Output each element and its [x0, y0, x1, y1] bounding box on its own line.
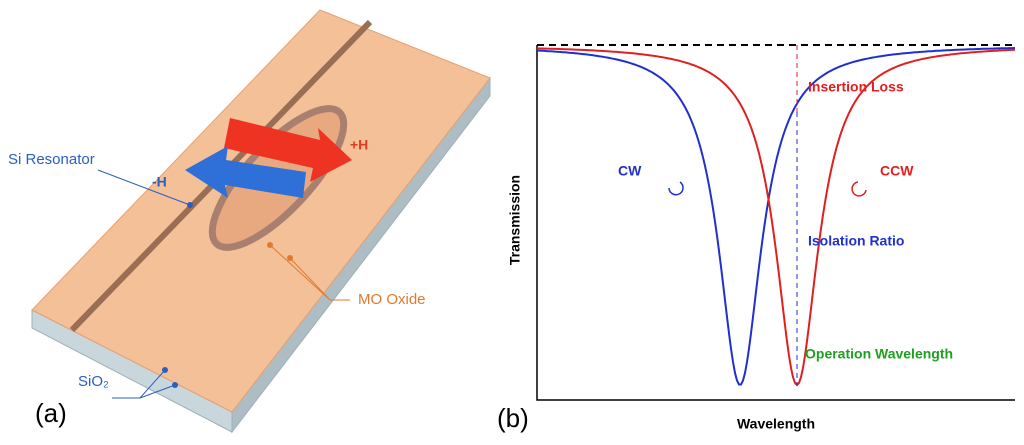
leader-line [139, 384, 176, 399]
x-axis-label: Wavelength [737, 416, 815, 432]
annotation: CW [618, 163, 642, 179]
axes [536, 45, 1015, 401]
annotation: CCW [880, 163, 914, 179]
leader-dot [287, 255, 293, 261]
ccw-curve [537, 47, 1016, 387]
annotation: Isolation Ratio [808, 233, 904, 249]
annotation: Operation Wavelength [805, 346, 953, 362]
leader-line [97, 169, 191, 206]
y-axis-label: Transmission [507, 175, 523, 265]
plus-h-arrow [224, 118, 352, 182]
device-diagram: Si Resonator -H +H MO Oxide SiO₂ (a) [8, 9, 491, 434]
annotation: Insertion Loss [808, 79, 904, 95]
minus-h-label: -H [152, 174, 167, 190]
ccw-icon [851, 181, 867, 197]
leader-dot [187, 202, 193, 208]
cw-curve [536, 47, 1016, 386]
sio2-label: SiO₂ [78, 373, 109, 390]
panel-label: (a) [35, 398, 67, 428]
leader-line [289, 257, 331, 301]
panel-label: (b) [497, 403, 529, 433]
si-resonator-label: Si Resonator [8, 151, 95, 168]
leader-dot [162, 367, 168, 373]
minus-h-arrow [185, 146, 306, 198]
transmission-plot: Insertion Loss CW CCW Isolation Ratio Op… [497, 44, 1016, 433]
plus-h-label: +H [350, 137, 368, 153]
leader-dot [267, 242, 273, 248]
cw-icon [668, 181, 684, 196]
leader-dot [172, 382, 178, 388]
mo-oxide-label: MO Oxide [358, 291, 426, 308]
